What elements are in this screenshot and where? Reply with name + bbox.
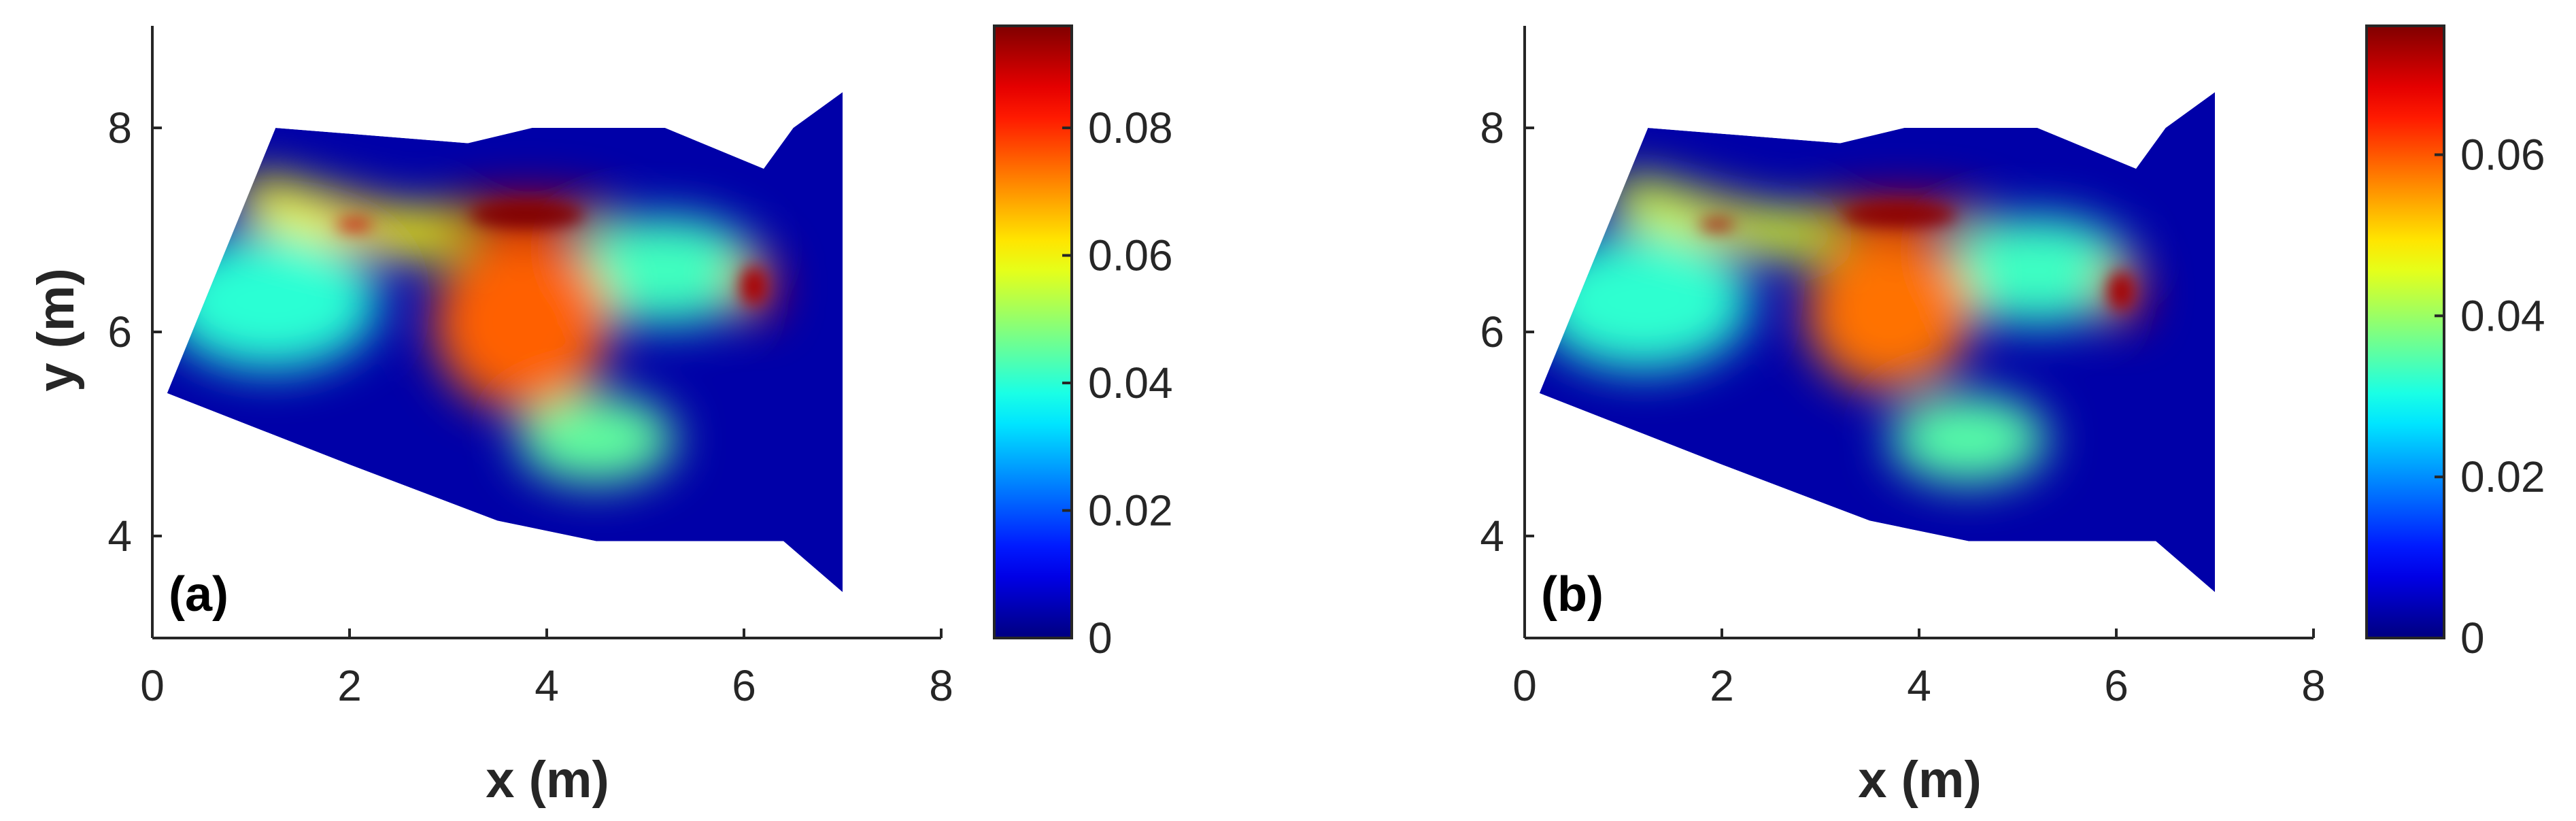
x-tick-label: 6 [732,661,756,710]
panel-label-b: (b) [1541,567,1604,622]
heatmap-core [1843,203,1956,226]
x-tick-label: 0 [1512,661,1537,710]
heatmap-blob [566,216,764,325]
x-tick-label: 8 [2301,661,2326,710]
heatmap-field [167,92,843,592]
panel-a: 0 2 4 6 8 4 6 8 (a) x (m) y (m) 0 0.02 0.04 0.06 0.… [27,24,1173,809]
colorbar-tick-label: 0.02 [2460,452,2545,501]
x-tick-label: 0 [140,661,165,710]
colorbar-b: 0 0.02 0.04 0.06 [2365,24,2545,663]
y-tick-label: 6 [1480,307,1504,356]
heatmap-core [741,267,767,305]
colorbar-a: 0 0.02 0.04 0.06 0.08 [993,24,1173,663]
heatmap-blob [517,395,675,484]
y-axis-label-a: y (m) [27,268,85,392]
axes-b: 0 2 4 6 8 4 6 8 [1480,26,2326,710]
axes-a: 0 2 4 6 8 4 6 8 [107,26,953,710]
x-tick-label: 4 [535,661,559,710]
colorbar-tick-label: 0.06 [1088,231,1173,280]
colorbar-tick-label: 0 [2460,614,2485,663]
heatmap-blob [167,232,379,371]
colorbar-tick-label: 0 [1088,614,1113,663]
colorbar-gradient [993,24,1073,639]
heatmap-blob [1889,395,2048,484]
x-tick-label: 2 [1710,661,1734,710]
colorbar-tick-label: 0.04 [1088,358,1173,407]
colorbar-gradient [2365,24,2445,639]
y-tick-label: 8 [107,103,132,152]
heatmap-blob [1539,232,1752,371]
x-axis-label-b: x (m) [1858,751,1982,809]
y-tick-label: 8 [1480,103,1504,152]
x-tick-label: 2 [337,661,362,710]
heatmap-core [1699,220,1735,230]
colorbar-tick-label: 0.04 [2460,291,2545,340]
y-tick-label: 4 [107,512,132,560]
heatmap-band [1609,175,1844,259]
plot-area-b [1539,92,2215,592]
heatmap-core [2108,272,2135,310]
heatmap-core [471,202,583,227]
colorbar-tick-label: 0.08 [1088,103,1173,152]
y-tick-label: 6 [107,307,132,356]
x-tick-label: 4 [1907,661,1931,710]
heatmap-blob [433,233,611,411]
panel-b: 0 2 4 6 8 4 6 8 (b) x (m) 0 0.02 0.04 0.06 [1480,24,2545,809]
x-tick-label: 8 [929,661,953,710]
panel-label-a: (a) [169,567,228,622]
heatmap-field [1539,92,2215,592]
colorbar-tick-label: 0.06 [2460,130,2545,179]
heatmap-blob [1806,233,1973,390]
x-tick-label: 6 [2104,661,2129,710]
x-axis-label-a: x (m) [486,751,609,809]
colorbar-tick-label: 0.02 [1088,486,1173,535]
heatmap-blob [1939,216,2136,325]
y-tick-label: 4 [1480,512,1504,560]
heatmap-core [337,220,373,230]
plot-area-a [167,92,843,592]
